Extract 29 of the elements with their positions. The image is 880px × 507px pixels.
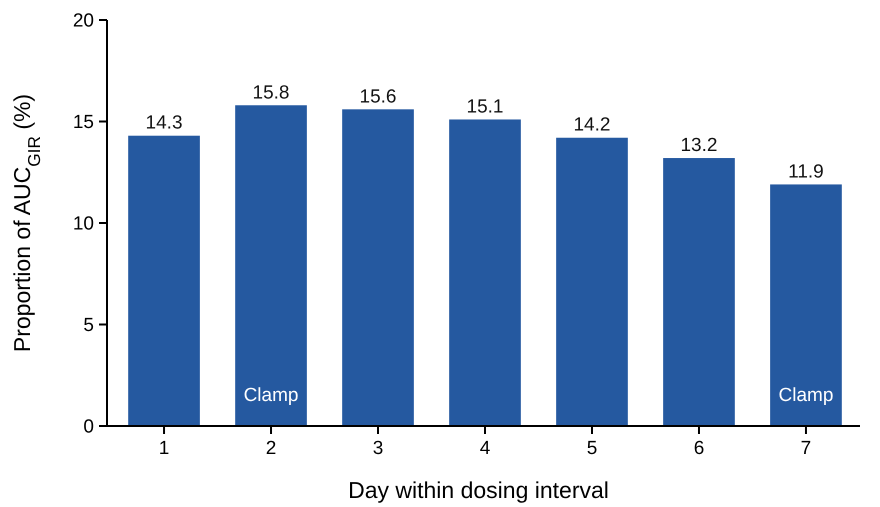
x-tick-label: 4 bbox=[480, 438, 491, 459]
x-tick-label: 7 bbox=[800, 438, 812, 459]
y-tick-label: 15 bbox=[72, 112, 94, 134]
x-tick-label: 3 bbox=[372, 438, 384, 459]
data-label: 13.2 bbox=[680, 135, 718, 156]
x-axis-title: Day within dosing interval bbox=[348, 477, 609, 503]
x-tick-label: 1 bbox=[158, 438, 170, 459]
data-label: 15.6 bbox=[360, 86, 396, 108]
y-tick-label: 5 bbox=[83, 315, 94, 336]
bar bbox=[235, 105, 307, 426]
x-tick-label: 5 bbox=[586, 438, 598, 459]
annotation: Clamp bbox=[244, 385, 298, 406]
x-tick-label: 2 bbox=[266, 438, 276, 459]
y-tick-label: 10 bbox=[72, 214, 94, 235]
x-tick-label: 6 bbox=[694, 438, 704, 459]
bar bbox=[556, 138, 628, 426]
data-label: 14.2 bbox=[574, 114, 610, 136]
bar bbox=[770, 184, 842, 426]
bar bbox=[342, 109, 414, 426]
data-label: 14.3 bbox=[146, 112, 183, 134]
bar bbox=[449, 119, 521, 426]
bar bbox=[663, 158, 735, 426]
y-tick-label: 20 bbox=[72, 10, 94, 32]
data-label: 11.9 bbox=[788, 161, 824, 182]
data-label: 15.8 bbox=[252, 82, 290, 104]
bar bbox=[128, 136, 200, 426]
y-tick-label: 0 bbox=[83, 416, 94, 438]
data-label: 15.1 bbox=[466, 96, 504, 118]
annotation: Clamp bbox=[778, 385, 834, 406]
